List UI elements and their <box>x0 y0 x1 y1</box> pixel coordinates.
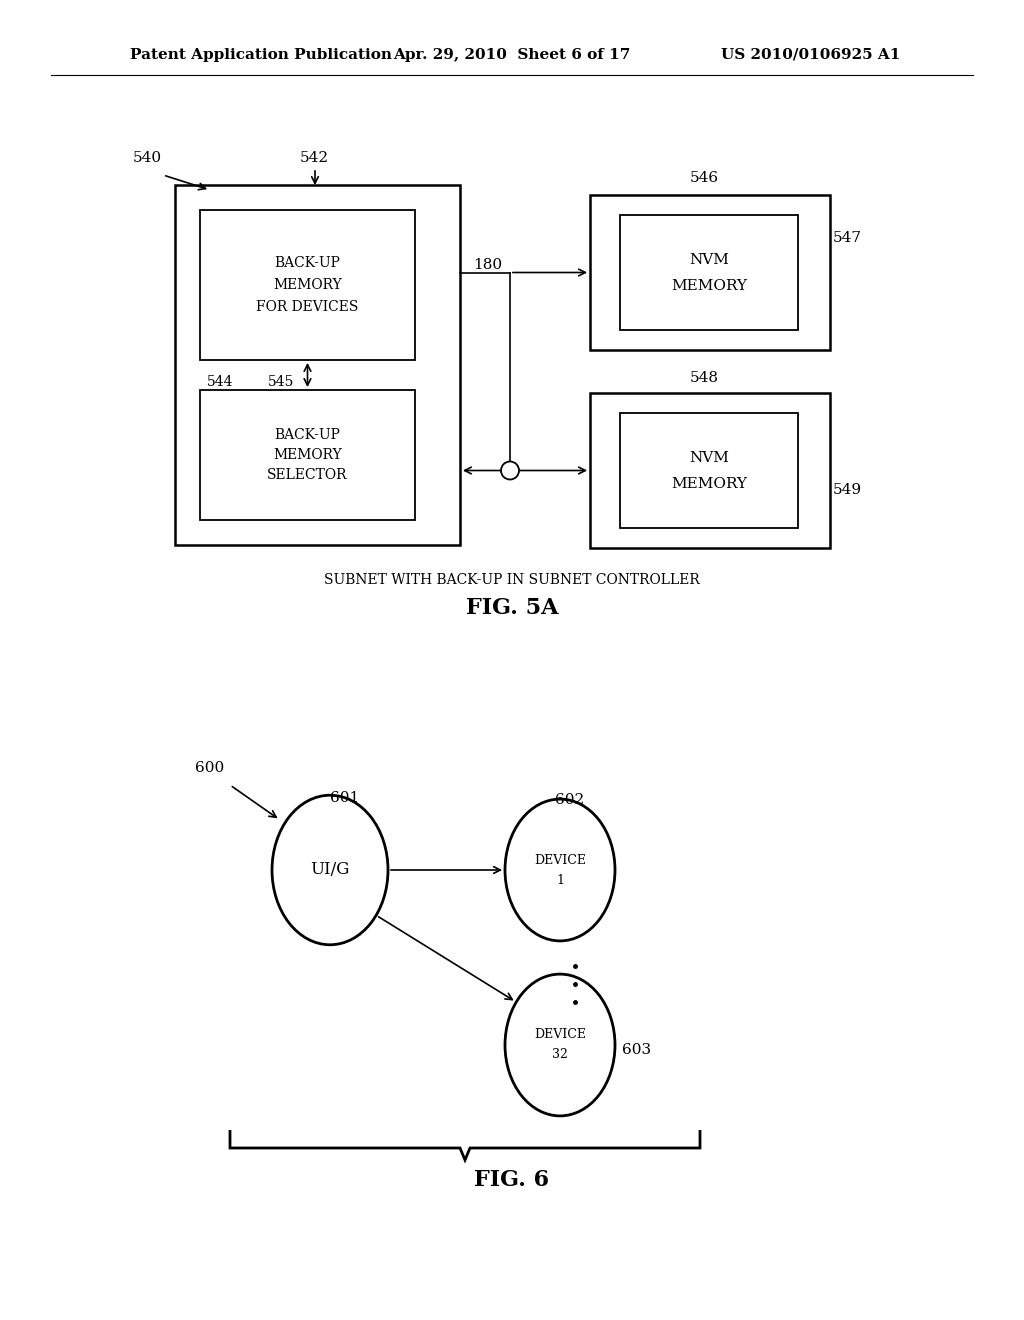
Text: 601: 601 <box>330 791 359 805</box>
Text: US 2010/0106925 A1: US 2010/0106925 A1 <box>721 48 900 62</box>
Text: FIG. 6: FIG. 6 <box>474 1170 550 1191</box>
Bar <box>200 389 415 520</box>
Text: 32: 32 <box>552 1048 568 1061</box>
Bar <box>620 215 798 330</box>
Bar <box>200 210 415 360</box>
Text: BACK-UP: BACK-UP <box>274 256 340 271</box>
Ellipse shape <box>505 974 615 1115</box>
Text: SELECTOR: SELECTOR <box>267 469 348 482</box>
Bar <box>590 195 830 350</box>
Text: FIG. 5A: FIG. 5A <box>466 597 558 619</box>
Text: 546: 546 <box>690 172 719 185</box>
Text: 548: 548 <box>690 371 719 385</box>
Text: DEVICE: DEVICE <box>534 854 586 866</box>
Bar <box>175 185 460 545</box>
Text: MEMORY: MEMORY <box>671 279 746 293</box>
Text: DEVICE: DEVICE <box>534 1028 586 1041</box>
Text: 547: 547 <box>833 231 862 246</box>
Text: 603: 603 <box>622 1043 651 1057</box>
Text: 180: 180 <box>473 257 502 272</box>
Ellipse shape <box>505 799 615 941</box>
Text: SUBNET WITH BACK-UP IN SUBNET CONTROLLER: SUBNET WITH BACK-UP IN SUBNET CONTROLLER <box>325 573 699 587</box>
Text: 1: 1 <box>556 874 564 887</box>
Text: 600: 600 <box>195 762 224 775</box>
Text: NVM: NVM <box>689 252 729 267</box>
Text: 602: 602 <box>555 793 585 807</box>
Text: FOR DEVICES: FOR DEVICES <box>256 300 358 314</box>
Text: Apr. 29, 2010  Sheet 6 of 17: Apr. 29, 2010 Sheet 6 of 17 <box>393 48 631 62</box>
Bar <box>620 413 798 528</box>
Text: 544: 544 <box>207 375 233 389</box>
Text: 542: 542 <box>300 150 329 165</box>
Text: NVM: NVM <box>689 450 729 465</box>
Text: UI/G: UI/G <box>310 862 349 879</box>
Text: MEMORY: MEMORY <box>671 477 746 491</box>
Text: Patent Application Publication: Patent Application Publication <box>130 48 392 62</box>
Text: 540: 540 <box>133 150 162 165</box>
Circle shape <box>501 462 519 479</box>
Text: MEMORY: MEMORY <box>273 447 342 462</box>
Text: 549: 549 <box>833 483 862 498</box>
Bar <box>590 393 830 548</box>
Text: 545: 545 <box>268 375 294 389</box>
Text: MEMORY: MEMORY <box>273 279 342 292</box>
Text: BACK-UP: BACK-UP <box>274 428 340 442</box>
Ellipse shape <box>272 795 388 945</box>
